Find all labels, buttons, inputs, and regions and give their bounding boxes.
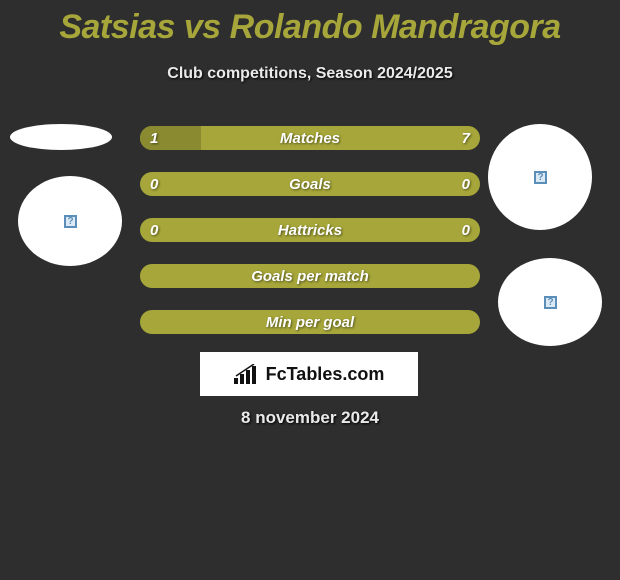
stat-label: Matches <box>280 130 340 147</box>
player-left-badge-ellipse <box>10 124 112 150</box>
comparison-subtitle: Club competitions, Season 2024/2025 <box>0 65 620 83</box>
stat-bar-goals-per-match: Goals per match <box>140 264 480 288</box>
stat-bar-min-per-goal: Min per goal <box>140 310 480 334</box>
stat-value-right: 0 <box>452 218 480 242</box>
stat-bar-hattricks: 0 Hattricks 0 <box>140 218 480 242</box>
stat-value-right: 0 <box>452 172 480 196</box>
player-right-avatar-1 <box>488 124 592 230</box>
stat-value-right <box>460 310 480 334</box>
placeholder-icon <box>544 296 557 309</box>
stats-container: 1 Matches 7 0 Goals 0 0 Hattricks 0 Goal… <box>140 126 480 356</box>
stat-value-right: 7 <box>452 126 480 150</box>
bar-chart-icon <box>234 364 260 384</box>
stat-bar-matches: 1 Matches 7 <box>140 126 480 150</box>
fctables-logo: FcTables.com <box>200 352 418 396</box>
stat-value-left: 0 <box>140 172 168 196</box>
stat-label: Goals per match <box>251 268 369 285</box>
stat-value-left: 1 <box>140 126 168 150</box>
stat-label: Hattricks <box>278 222 342 239</box>
player-right-avatar-2 <box>498 258 602 346</box>
snapshot-date: 8 november 2024 <box>0 408 620 428</box>
logo-text: FcTables.com <box>266 364 385 385</box>
stat-value-left: 0 <box>140 218 168 242</box>
stat-value-right <box>460 264 480 288</box>
stat-label: Goals <box>289 176 331 193</box>
placeholder-icon <box>64 215 77 228</box>
stat-bar-goals: 0 Goals 0 <box>140 172 480 196</box>
comparison-title: Satsias vs Rolando Mandragora <box>0 0 620 47</box>
placeholder-icon <box>534 171 547 184</box>
stat-value-left <box>140 264 160 288</box>
player-left-avatar <box>18 176 122 266</box>
stat-value-left <box>140 310 160 334</box>
stat-label: Min per goal <box>266 314 354 331</box>
